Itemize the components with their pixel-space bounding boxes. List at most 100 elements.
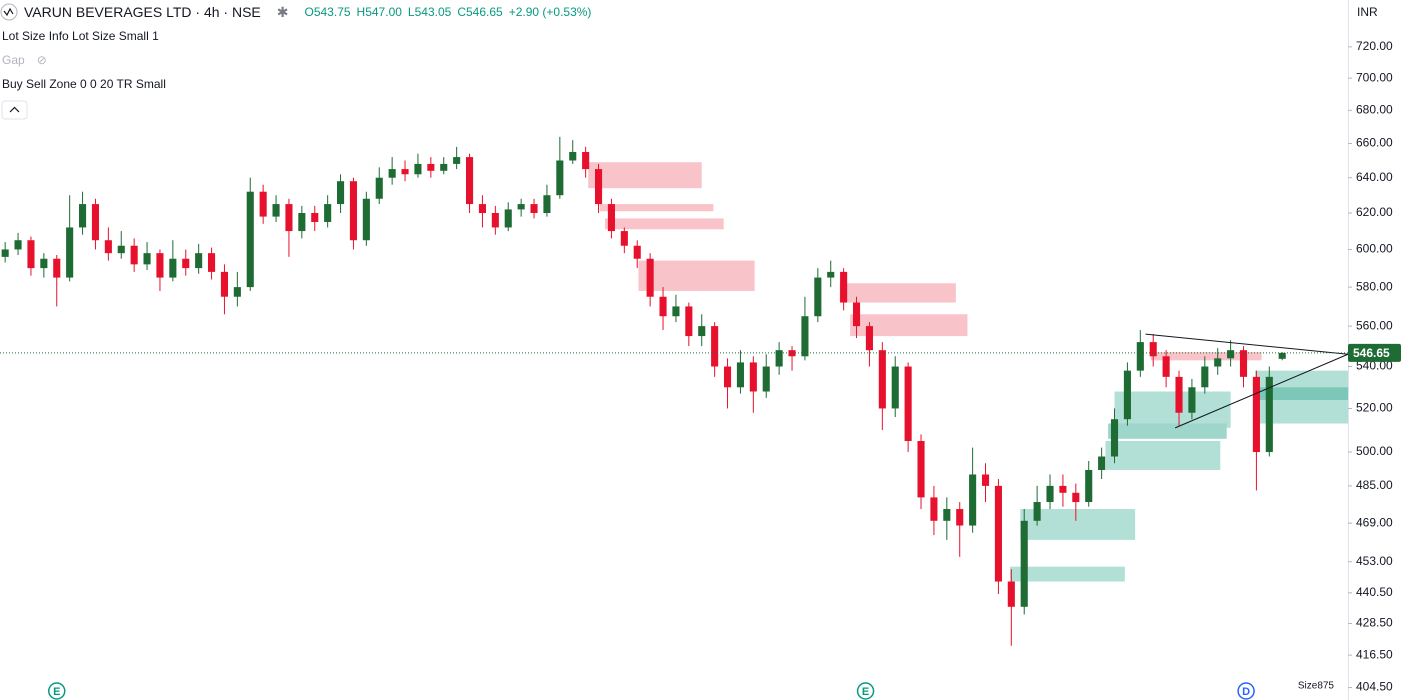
candle-body <box>1085 469 1093 503</box>
collapse-icon <box>9 106 20 113</box>
candle-body <box>298 213 306 232</box>
candle-body <box>530 204 538 214</box>
candle-body <box>1110 419 1119 457</box>
candle-body <box>1123 370 1131 420</box>
y-tick-label: 500.00 <box>1356 444 1393 458</box>
candle-body <box>672 306 680 317</box>
candle-body <box>143 253 151 265</box>
zone <box>604 218 724 230</box>
candle-body <box>981 474 990 486</box>
candle-body <box>904 366 912 441</box>
candle-body <box>969 474 977 526</box>
candle-body <box>1175 376 1183 413</box>
candle-body <box>427 163 435 171</box>
zone <box>599 204 714 212</box>
candle-body <box>349 181 357 241</box>
candle-body <box>801 316 809 357</box>
candle-body <box>1072 492 1080 503</box>
event-marker-label: E <box>862 686 869 698</box>
candle-body <box>891 366 899 409</box>
candle-body <box>246 191 254 288</box>
collapse-button[interactable] <box>1 100 28 120</box>
candle-body <box>607 204 615 232</box>
candle-body <box>814 277 822 317</box>
high: H547.00 <box>356 5 402 19</box>
candle-body <box>1188 387 1196 413</box>
y-tick-label: 680.00 <box>1356 103 1393 117</box>
trendline <box>1145 333 1349 355</box>
currency-label[interactable]: INR <box>1357 5 1378 19</box>
candle-body <box>1007 581 1015 607</box>
candle-body <box>620 231 628 246</box>
open: O543.75 <box>304 5 351 19</box>
y-tick-label: 560.00 <box>1356 318 1393 332</box>
candle-body <box>504 209 512 228</box>
y-tick-label: 453.00 <box>1356 554 1393 568</box>
candle-body <box>401 169 409 175</box>
candle-body <box>79 204 87 228</box>
candle-body <box>749 362 757 392</box>
candle-body <box>27 240 35 269</box>
y-tick-label: 469.00 <box>1356 515 1393 529</box>
change: +2.90 (+0.53%) <box>508 5 592 19</box>
candle-body <box>1201 366 1209 388</box>
candle-body <box>478 204 486 214</box>
candle-body <box>943 509 951 521</box>
candle-body <box>208 253 216 272</box>
candle-body <box>917 440 925 498</box>
candle-body <box>1046 485 1054 503</box>
event-marker <box>1237 682 1255 700</box>
candle-body <box>388 169 396 178</box>
candle-body <box>311 213 319 223</box>
zone <box>850 314 968 337</box>
candle-body <box>1 249 9 257</box>
low: L543.05 <box>407 5 452 19</box>
hidden-icon[interactable]: ⊘ <box>36 53 47 67</box>
candle-body <box>1033 502 1041 521</box>
candle-body <box>259 191 267 217</box>
indicator-name[interactable]: Gap <box>2 53 25 67</box>
y-tick-label: 600.00 <box>1356 242 1393 256</box>
candle-body <box>491 213 499 228</box>
candle-body <box>272 204 280 217</box>
indicator-row: Gap ⊘ <box>0 53 47 67</box>
candle-body <box>53 258 61 278</box>
y-tick-label: 580.00 <box>1356 279 1393 293</box>
footer-label: Size875 <box>1298 681 1335 692</box>
event-marker-label: D <box>1242 686 1250 698</box>
candle-body <box>1059 485 1067 493</box>
candle-body <box>1098 456 1106 470</box>
candle-body <box>659 296 667 317</box>
y-tick-label: 620.00 <box>1356 205 1393 219</box>
event-marker <box>48 682 66 700</box>
y-tick-label: 660.00 <box>1356 136 1393 150</box>
candle-body <box>1149 342 1157 357</box>
symbol-title[interactable]: VARUN BEVERAGES LTD · 4h · NSE <box>24 4 261 20</box>
candle-body <box>169 258 177 278</box>
candle-body <box>543 195 551 214</box>
zone <box>839 283 956 303</box>
candle-body <box>1265 376 1273 453</box>
candle-body <box>1252 376 1260 453</box>
zone <box>638 260 755 291</box>
candle-body <box>233 287 241 297</box>
candle-body <box>465 157 474 205</box>
zone <box>1150 352 1262 361</box>
candle-body <box>1162 356 1170 377</box>
y-tick-label: 416.50 <box>1356 647 1393 661</box>
symbol-logo <box>0 3 18 21</box>
candle-body <box>569 151 577 161</box>
indicator-name[interactable]: Buy Sell Zone 0 0 20 TR Small <box>2 77 166 91</box>
candle-body <box>324 204 332 223</box>
zone <box>1010 566 1125 582</box>
candle-body <box>736 362 744 388</box>
symbol-legend: VARUN BEVERAGES LTD · 4h · NSE ✱ O543.75… <box>0 3 591 21</box>
event-marker-label: E <box>53 686 60 698</box>
candle-body <box>220 271 228 297</box>
indicator-name[interactable]: Lot Size Info Lot Size Small 1 <box>2 29 159 43</box>
y-tick-label: 640.00 <box>1356 170 1393 184</box>
candle-body <box>337 181 345 205</box>
candle-body <box>40 258 48 269</box>
settings-icon[interactable]: ✱ <box>276 3 289 20</box>
